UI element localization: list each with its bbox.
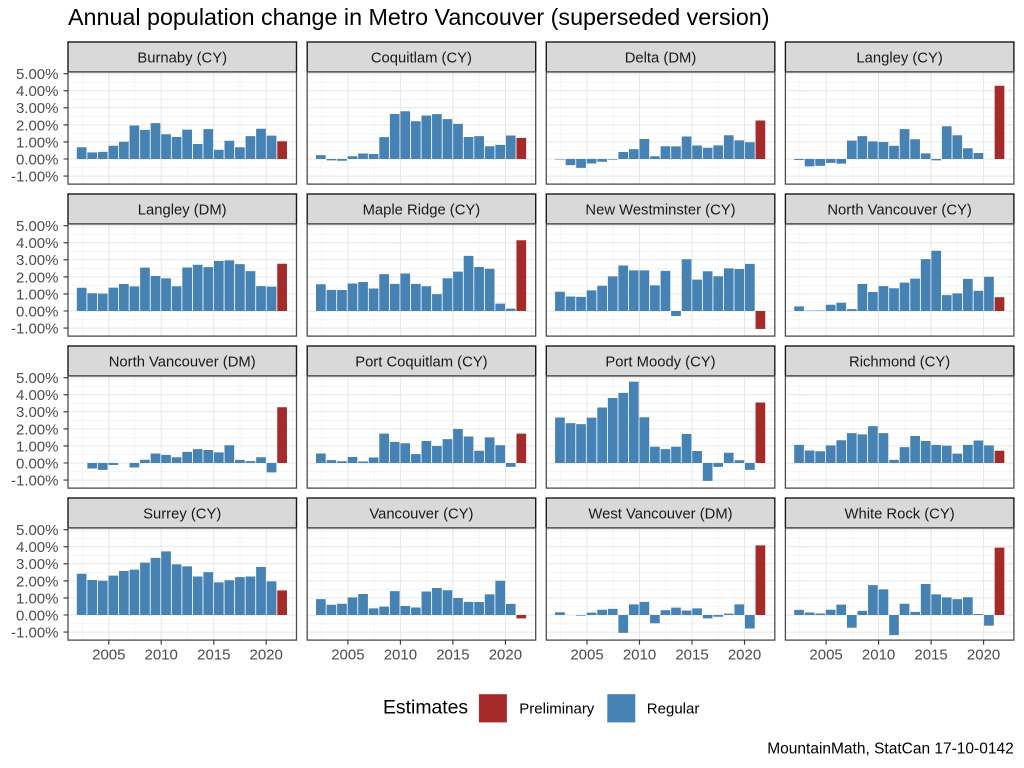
svg-text:1.00%: 1.00% [16, 134, 59, 151]
svg-text:2.00%: 2.00% [16, 269, 59, 286]
svg-text:North Vancouver (DM): North Vancouver (DM) [109, 354, 256, 370]
svg-text:Annual population change in Me: Annual population change in Metro Vancou… [68, 4, 770, 30]
svg-text:0.00%: 0.00% [16, 303, 59, 320]
svg-text:3.00%: 3.00% [16, 100, 59, 117]
svg-text:Delta (DM): Delta (DM) [625, 50, 697, 66]
svg-text:4.00%: 4.00% [16, 83, 59, 100]
svg-text:2010: 2010 [862, 647, 895, 664]
svg-text:New Westminster (CY): New Westminster (CY) [585, 202, 735, 218]
svg-text:3.00%: 3.00% [16, 404, 59, 421]
svg-text:Port Coquitlam (CY): Port Coquitlam (CY) [355, 354, 487, 370]
svg-text:5.00%: 5.00% [16, 522, 59, 539]
svg-text:2020: 2020 [250, 647, 283, 664]
svg-text:1.00%: 1.00% [16, 438, 59, 455]
svg-text:Langley (DM): Langley (DM) [138, 202, 227, 218]
svg-text:Vancouver (CY): Vancouver (CY) [369, 506, 473, 522]
svg-text:Preliminary: Preliminary [519, 701, 595, 718]
svg-text:Burnaby (CY): Burnaby (CY) [137, 50, 227, 66]
svg-text:Regular: Regular [647, 701, 700, 718]
svg-text:North Vancouver (CY): North Vancouver (CY) [827, 202, 972, 218]
svg-text:Surrey (CY): Surrey (CY) [143, 506, 221, 522]
svg-text:2015: 2015 [197, 647, 230, 664]
svg-text:2010: 2010 [384, 647, 417, 664]
svg-text:2010: 2010 [145, 647, 178, 664]
svg-text:MountainMath, StatCan 17-10-01: MountainMath, StatCan 17-10-0142 [767, 741, 1013, 758]
svg-text:Langley (CY): Langley (CY) [856, 50, 942, 66]
svg-text:0.00%: 0.00% [16, 151, 59, 168]
svg-text:-1.00%: -1.00% [11, 625, 59, 642]
svg-text:2.00%: 2.00% [16, 421, 59, 438]
svg-text:4.00%: 4.00% [16, 387, 59, 404]
svg-text:-1.00%: -1.00% [11, 473, 59, 490]
svg-text:West Vancouver (DM): West Vancouver (DM) [588, 506, 732, 522]
svg-text:2010: 2010 [623, 647, 656, 664]
svg-text:4.00%: 4.00% [16, 539, 59, 556]
svg-text:2020: 2020 [728, 647, 761, 664]
svg-text:5.00%: 5.00% [16, 218, 59, 235]
svg-text:1.00%: 1.00% [16, 286, 59, 303]
svg-text:Port Moody (CY): Port Moody (CY) [605, 354, 715, 370]
svg-text:3.00%: 3.00% [16, 252, 59, 269]
svg-text:2020: 2020 [489, 647, 522, 664]
svg-text:2.00%: 2.00% [16, 573, 59, 590]
svg-text:2005: 2005 [331, 647, 364, 664]
svg-text:0.00%: 0.00% [16, 607, 59, 624]
svg-text:2015: 2015 [675, 647, 708, 664]
svg-text:-1.00%: -1.00% [11, 321, 59, 338]
svg-text:5.00%: 5.00% [16, 66, 59, 83]
svg-text:2015: 2015 [436, 647, 469, 664]
svg-text:Estimates: Estimates [383, 697, 468, 719]
svg-text:4.00%: 4.00% [16, 235, 59, 252]
svg-text:2005: 2005 [92, 647, 125, 664]
svg-text:1.00%: 1.00% [16, 590, 59, 607]
svg-text:2015: 2015 [914, 647, 947, 664]
svg-text:2005: 2005 [570, 647, 603, 664]
svg-text:Coquitlam (CY): Coquitlam (CY) [371, 50, 472, 66]
svg-text:White Rock (CY): White Rock (CY) [845, 506, 955, 522]
svg-text:3.00%: 3.00% [16, 556, 59, 573]
svg-text:0.00%: 0.00% [16, 455, 59, 472]
svg-text:2020: 2020 [967, 647, 1000, 664]
svg-text:2.00%: 2.00% [16, 117, 59, 134]
svg-text:5.00%: 5.00% [16, 370, 59, 387]
svg-text:2005: 2005 [809, 647, 842, 664]
svg-text:Richmond (CY): Richmond (CY) [849, 354, 950, 370]
svg-text:Maple Ridge (CY): Maple Ridge (CY) [363, 202, 481, 218]
svg-text:-1.00%: -1.00% [11, 169, 59, 186]
